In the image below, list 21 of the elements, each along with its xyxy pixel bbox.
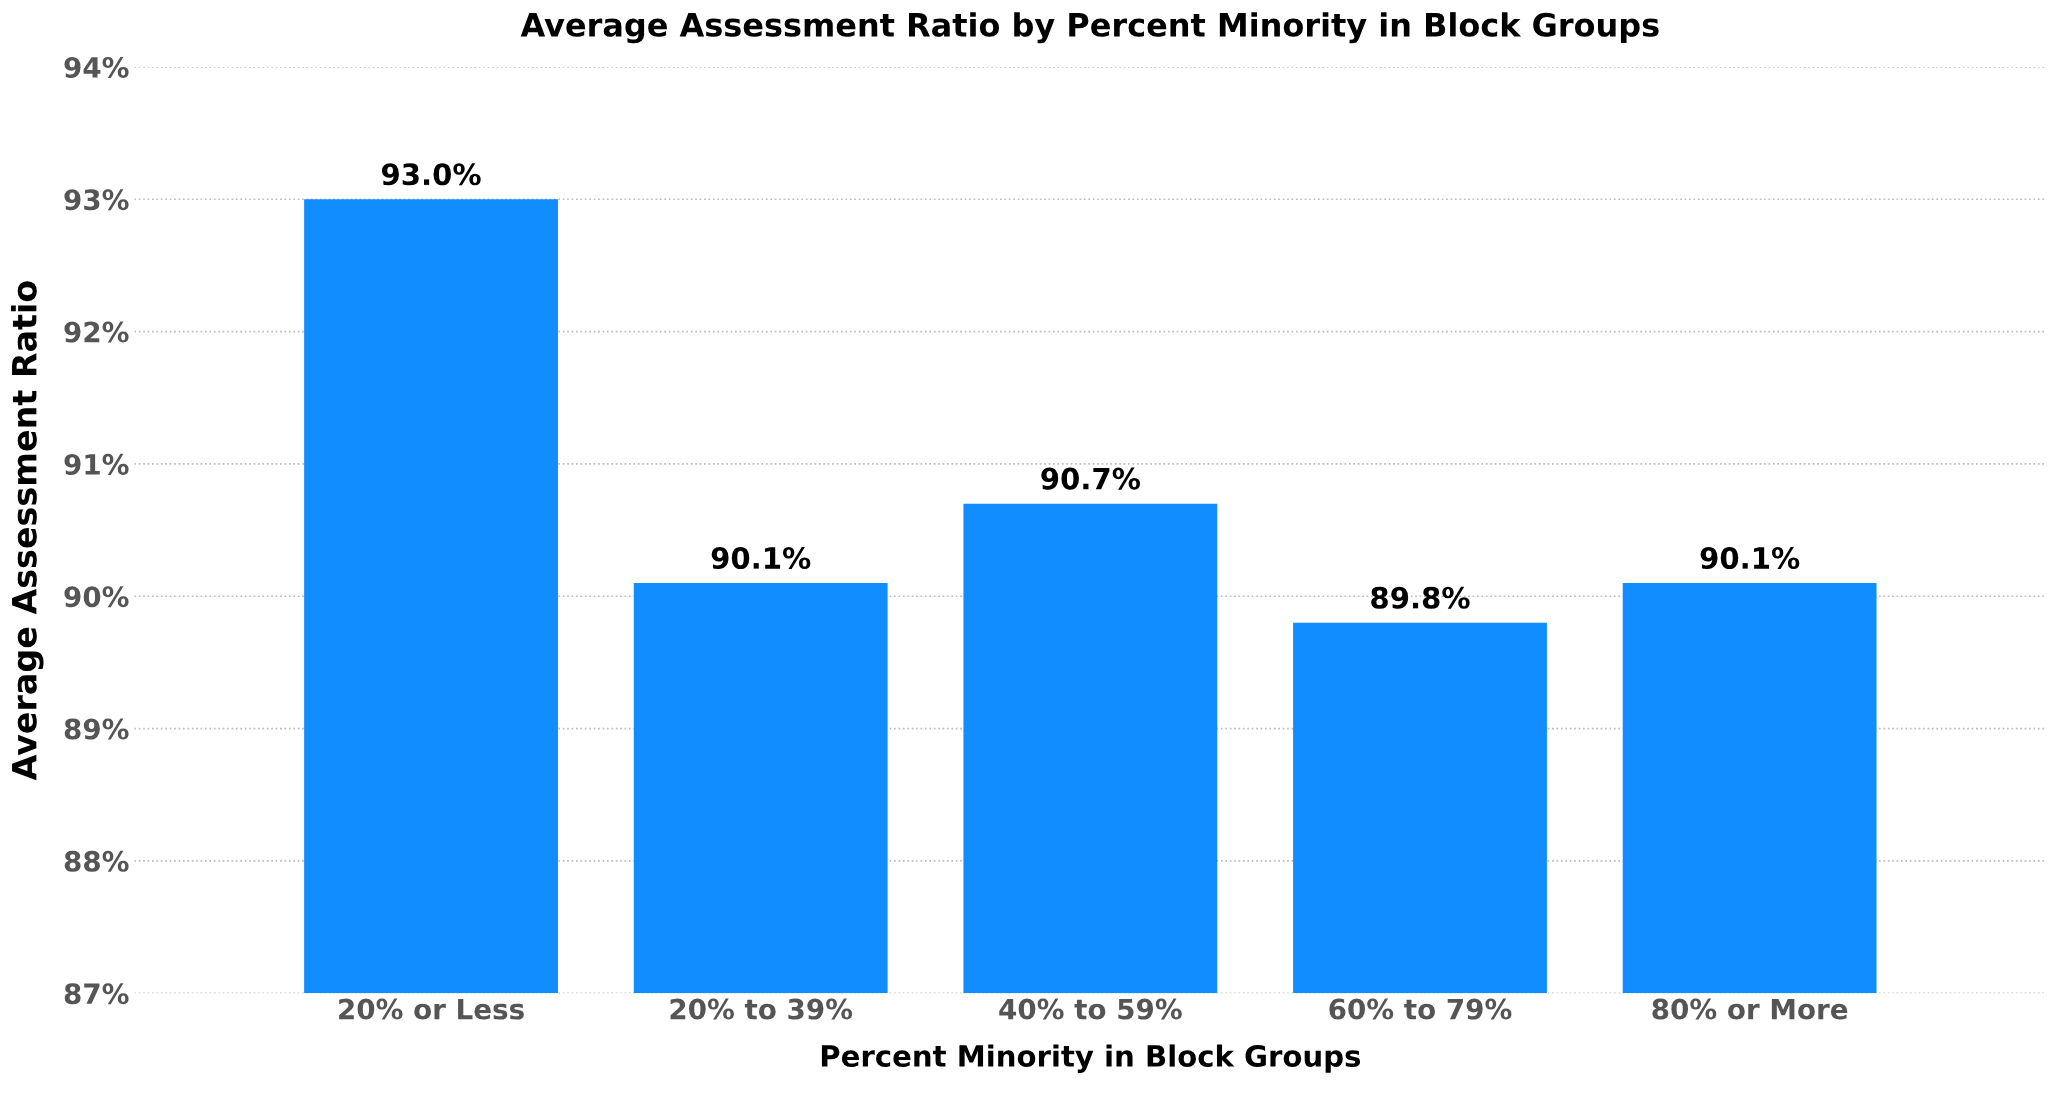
- y-tick-label: 89%: [64, 718, 129, 740]
- chart-title: Average Assessment Ratio by Percent Minority in Block Groups: [520, 12, 1659, 44]
- x-tick-label: 60% to 79%: [1329, 998, 1512, 1020]
- x-tick-label: 20% to 39%: [670, 998, 853, 1020]
- y-tick-label: 91%: [64, 453, 129, 475]
- y-tick-label: 88%: [64, 850, 129, 872]
- y-tick-label: 90%: [64, 586, 129, 608]
- data-label: 89.8%: [1371, 586, 1470, 609]
- x-tick-label: 80% or More: [1652, 998, 1848, 1020]
- data-label: 90.1%: [711, 546, 811, 570]
- y-tick-label: 92%: [64, 321, 129, 343]
- x-axis-title: Percent Minority in Block Groups: [821, 1044, 1361, 1073]
- y-tick-label: 93%: [64, 189, 129, 211]
- data-label: 90.7%: [1041, 467, 1141, 490]
- y-axis-title: Average Assessment Ratio: [11, 281, 44, 781]
- data-label: 93.0%: [381, 163, 481, 186]
- x-tick-label: 20% or Less: [339, 998, 524, 1020]
- x-tick-label: 40% to 59%: [999, 998, 1182, 1020]
- data-label: 90.1%: [1700, 546, 1800, 570]
- y-tick-label: 94%: [64, 56, 129, 78]
- y-tick-label: 87%: [64, 983, 129, 1005]
